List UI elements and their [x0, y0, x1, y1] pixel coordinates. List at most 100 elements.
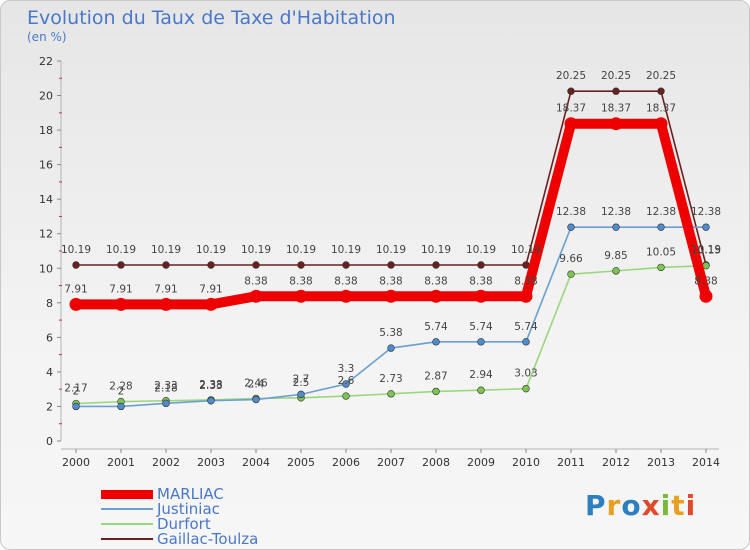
x-tick-label: 2009 [467, 456, 495, 469]
x-tick-label: 2008 [422, 456, 450, 469]
data-label-gaillac-toulza: 10.19 [241, 244, 271, 256]
point-gaillac-toulza [117, 261, 125, 269]
logo-letter: i [685, 489, 697, 522]
x-tick-label: 2007 [377, 456, 405, 469]
point-marliac [159, 297, 173, 311]
point-justiniac [162, 399, 170, 408]
x-tick-label: 2000 [62, 456, 90, 469]
point-justiniac [567, 223, 575, 231]
data-label-gaillac-toulza: 10.19 [511, 244, 541, 256]
point-justiniac [477, 338, 485, 346]
data-label-marliac: 8.38 [694, 275, 717, 287]
data-label-justiniac: 2.7 [293, 373, 310, 385]
legend-swatch-gaillac-toulza [101, 538, 153, 540]
y-tick-label: 12 [39, 228, 53, 241]
data-label-durfort: 9.85 [604, 250, 627, 262]
point-marliac [564, 117, 578, 131]
data-label-marliac: 7.91 [154, 283, 177, 295]
point-justiniac [702, 223, 710, 231]
data-label-durfort: 10.15 [691, 245, 721, 257]
logo-letter: P [585, 489, 607, 522]
data-label-durfort: 2.33 [154, 380, 177, 392]
x-tick-label: 2013 [647, 456, 675, 469]
point-justiniac [207, 397, 215, 405]
data-label-justiniac: 5.38 [379, 327, 402, 339]
data-label-justiniac: 5.74 [469, 321, 493, 333]
data-label-justiniac: 2.4 [248, 379, 265, 391]
data-label-marliac: 8.38 [514, 275, 537, 287]
point-justiniac [522, 338, 530, 346]
point-marliac [699, 289, 713, 303]
data-label-gaillac-toulza: 10.19 [331, 244, 361, 256]
point-marliac [474, 289, 488, 303]
data-label-marliac: 8.38 [469, 275, 492, 287]
data-label-gaillac-toulza: 10.19 [151, 244, 181, 256]
proxiti-logo: Proxiti [585, 489, 696, 522]
y-tick-label: 2 [46, 400, 53, 413]
data-label-durfort: 2.73 [379, 373, 402, 385]
data-label-durfort: 2.28 [109, 381, 132, 393]
x-tick-label: 2001 [107, 456, 135, 469]
y-tick-label: 10 [39, 262, 53, 275]
legend-item-marliac: MARLIAC [101, 485, 321, 503]
data-label-justiniac: 2.18 [154, 382, 177, 394]
point-marliac [654, 117, 668, 131]
data-label-justiniac: 2 [118, 385, 125, 397]
data-label-marliac: 8.38 [379, 275, 402, 287]
data-label-gaillac-toulza: 10.19 [376, 244, 406, 256]
data-label-gaillac-toulza: 10.19 [691, 244, 721, 256]
data-label-justiniac: 3.3 [338, 363, 355, 375]
x-tick-label: 2003 [197, 456, 225, 469]
point-justiniac [387, 344, 395, 352]
point-marliac [339, 289, 353, 303]
point-marliac [609, 117, 623, 131]
data-label-marliac: 8.38 [244, 275, 267, 287]
series-line-gaillac-toulza [75, 90, 707, 266]
point-durfort [522, 384, 530, 393]
data-label-durfort: 2.46 [244, 378, 268, 390]
logo-letter: t [671, 489, 686, 522]
point-gaillac-toulza [252, 261, 260, 269]
point-durfort [657, 263, 665, 272]
legend-label-gaillac-toulza: Gaillac-Toulza [157, 530, 259, 548]
legend-item-gaillac-toulza: Gaillac-Toulza [101, 530, 321, 548]
data-label-justiniac: 12.38 [646, 206, 676, 218]
data-label-marliac: 8.38 [334, 275, 357, 287]
y-tick-label: 4 [46, 366, 53, 379]
y-tick-label: 14 [39, 193, 53, 206]
point-durfort [342, 392, 350, 400]
legend-swatch-justiniac [101, 508, 153, 510]
y-tick-label: 8 [46, 297, 53, 310]
point-justiniac [612, 223, 620, 231]
data-label-gaillac-toulza: 10.19 [286, 244, 316, 256]
x-tick-label: 2002 [152, 456, 180, 469]
legend-swatch-durfort [101, 523, 153, 525]
data-label-marliac: 18.37 [556, 103, 586, 115]
data-label-durfort: 2.17 [64, 383, 87, 395]
data-label-gaillac-toulza: 10.19 [421, 244, 451, 256]
x-tick-label: 2005 [287, 456, 315, 469]
logo-letter: x [641, 489, 661, 522]
point-justiniac [252, 395, 260, 404]
series-lines [69, 87, 713, 411]
legend-item-justiniac: Justiniac [101, 500, 321, 518]
point-gaillac-toulza [297, 261, 305, 269]
x-tick-label: 2011 [557, 456, 585, 469]
point-gaillac-toulza [477, 261, 485, 269]
point-gaillac-toulza [387, 261, 395, 269]
data-label-gaillac-toulza: 10.19 [61, 244, 91, 256]
point-justiniac [72, 402, 80, 411]
data-label-justiniac: 12.38 [601, 206, 631, 218]
point-marliac [384, 289, 398, 303]
data-label-justiniac: 5.74 [514, 321, 538, 333]
point-marliac [114, 297, 128, 311]
legend-label-durfort: Durfort [157, 515, 211, 533]
point-marliac [519, 289, 533, 303]
data-label-gaillac-toulza: 10.19 [106, 244, 136, 256]
point-justiniac [117, 402, 125, 411]
y-tick-label: 20 [39, 90, 53, 103]
legend-label-marliac: MARLIAC [157, 485, 224, 503]
point-gaillac-toulza [342, 261, 350, 269]
